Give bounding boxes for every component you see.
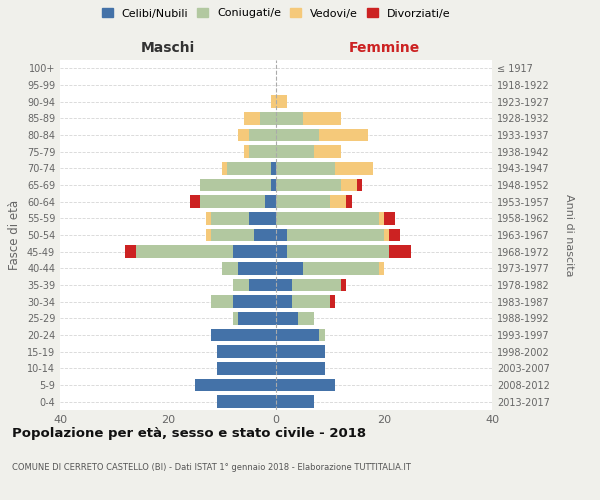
Bar	[303, 262, 379, 274]
Bar	[249, 129, 276, 141]
Bar	[217, 396, 276, 408]
Bar	[238, 312, 276, 324]
Bar	[389, 246, 411, 258]
Bar	[287, 229, 384, 241]
Bar	[341, 279, 346, 291]
Bar	[206, 229, 211, 241]
Bar	[292, 279, 341, 291]
Bar	[190, 196, 200, 208]
Bar	[233, 279, 249, 291]
Bar	[357, 179, 362, 192]
Bar	[125, 246, 136, 258]
Y-axis label: Anni di nascita: Anni di nascita	[563, 194, 574, 276]
Bar	[276, 296, 292, 308]
Bar	[276, 312, 298, 324]
Text: Maschi: Maschi	[141, 41, 195, 55]
Text: COMUNE DI CERRETO CASTELLO (BI) - Dati ISTAT 1° gennaio 2018 - Elaborazione TUTT: COMUNE DI CERRETO CASTELLO (BI) - Dati I…	[12, 462, 411, 471]
Bar	[238, 129, 249, 141]
Bar	[379, 262, 384, 274]
Y-axis label: Fasce di età: Fasce di età	[8, 200, 21, 270]
Bar	[227, 162, 271, 174]
Bar	[195, 379, 276, 391]
Bar	[217, 346, 276, 358]
Bar	[200, 179, 271, 192]
Bar	[276, 229, 287, 241]
Bar	[238, 262, 276, 274]
Bar	[389, 229, 400, 241]
Bar	[276, 379, 335, 391]
Bar	[271, 162, 276, 174]
Bar	[271, 179, 276, 192]
Bar	[346, 196, 352, 208]
Bar	[211, 212, 249, 224]
Bar	[335, 162, 373, 174]
Bar	[276, 112, 303, 124]
Bar	[249, 146, 276, 158]
Text: Femmine: Femmine	[349, 41, 419, 55]
Bar	[211, 229, 254, 241]
Bar	[254, 229, 276, 241]
Bar	[222, 262, 238, 274]
Bar	[233, 312, 238, 324]
Bar	[276, 362, 325, 374]
Bar	[244, 112, 260, 124]
Bar	[330, 196, 346, 208]
Bar	[217, 362, 276, 374]
Bar	[276, 346, 325, 358]
Bar	[276, 196, 330, 208]
Bar	[260, 112, 276, 124]
Bar	[319, 329, 325, 341]
Text: Popolazione per età, sesso e stato civile - 2018: Popolazione per età, sesso e stato civil…	[12, 428, 366, 440]
Bar	[303, 112, 341, 124]
Bar	[222, 162, 227, 174]
Bar	[265, 196, 276, 208]
Bar	[249, 279, 276, 291]
Bar	[276, 396, 314, 408]
Bar	[276, 162, 335, 174]
Bar	[271, 96, 276, 108]
Bar	[276, 96, 287, 108]
Bar	[276, 212, 379, 224]
Bar	[211, 329, 276, 341]
Bar	[200, 196, 265, 208]
Bar	[244, 146, 249, 158]
Bar	[330, 296, 335, 308]
Bar	[292, 296, 330, 308]
Bar	[233, 296, 276, 308]
Bar	[206, 212, 211, 224]
Bar	[298, 312, 314, 324]
Bar	[276, 146, 314, 158]
Bar	[136, 246, 233, 258]
Bar	[384, 229, 389, 241]
Bar	[233, 246, 276, 258]
Bar	[276, 329, 319, 341]
Bar	[287, 246, 389, 258]
Legend: Celibi/Nubili, Coniugati/e, Vedovi/e, Divorziati/e: Celibi/Nubili, Coniugati/e, Vedovi/e, Di…	[101, 8, 451, 18]
Bar	[341, 179, 357, 192]
Bar	[211, 296, 233, 308]
Bar	[314, 146, 341, 158]
Bar	[379, 212, 384, 224]
Bar	[249, 212, 276, 224]
Bar	[276, 279, 292, 291]
Bar	[276, 262, 303, 274]
Bar	[384, 212, 395, 224]
Bar	[276, 246, 287, 258]
Bar	[276, 179, 341, 192]
Bar	[276, 129, 319, 141]
Bar	[319, 129, 368, 141]
